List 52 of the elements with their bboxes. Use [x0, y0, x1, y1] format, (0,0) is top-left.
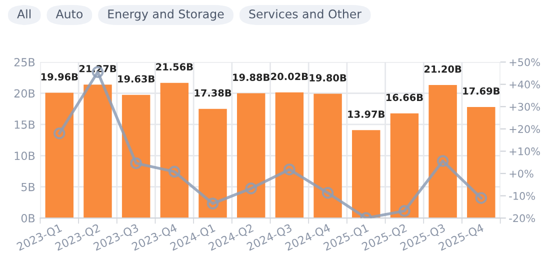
point: [398, 205, 410, 217]
text: Services and Other: [249, 9, 362, 18]
y2-tick-label: +50%: [510, 58, 540, 66]
point: [284, 164, 296, 176]
point: [245, 182, 257, 194]
data-label: 19.63B: [118, 75, 154, 83]
bar: [198, 108, 227, 218]
y2-tick-label: +10%: [510, 147, 540, 156]
point: [475, 192, 488, 204]
y-tick-label: 15B: [14, 120, 35, 129]
y2-tick-label: +30%: [510, 102, 540, 111]
data-label: 21.56B: [156, 63, 193, 71]
bar: [160, 82, 189, 218]
bar: [428, 85, 457, 218]
data-label: 19.96B: [41, 73, 78, 80]
data-label: 19.80B: [310, 74, 346, 82]
y2-tick-label: +40%: [510, 80, 540, 88]
data-label: 13.97B: [348, 110, 385, 118]
point: [206, 198, 219, 210]
y-tick-label: 5B: [22, 182, 35, 192]
point: [168, 166, 180, 178]
bar: [390, 113, 419, 218]
point: [322, 186, 334, 199]
bar: [314, 94, 342, 218]
y-tick-label: 0B: [21, 214, 35, 222]
y-tick-label: 20B: [14, 89, 35, 98]
bar: [467, 106, 496, 218]
point: [130, 157, 142, 170]
text: All: [17, 9, 31, 18]
data-label: 16.66B: [386, 94, 423, 102]
y2-tick-label: -10%: [509, 192, 535, 200]
y2-tick-label: -20%: [509, 214, 535, 222]
text: Auto: [56, 10, 83, 18]
data-label: 17.38B: [194, 89, 232, 97]
bar: [236, 93, 266, 218]
y2-tick-label: +20%: [510, 125, 540, 134]
bar: [84, 84, 112, 218]
y-tick-label: 25B: [14, 58, 35, 66]
data-label: 17.69B: [463, 87, 500, 95]
bar: [45, 92, 74, 218]
data-label: 21.27B: [79, 64, 116, 72]
bar: [352, 130, 380, 218]
y2-tick-label: +0%: [510, 170, 534, 178]
text: Energy and Storage: [108, 9, 224, 21]
bar: [122, 94, 150, 218]
y-tick-label: 10B: [14, 152, 35, 160]
bar: [275, 92, 304, 218]
data-label: 19.88B: [233, 74, 270, 81]
data-label: 20.02B: [271, 72, 308, 80]
point: [436, 155, 449, 167]
data-label: 21.20B: [424, 65, 462, 73]
point: [53, 127, 66, 140]
